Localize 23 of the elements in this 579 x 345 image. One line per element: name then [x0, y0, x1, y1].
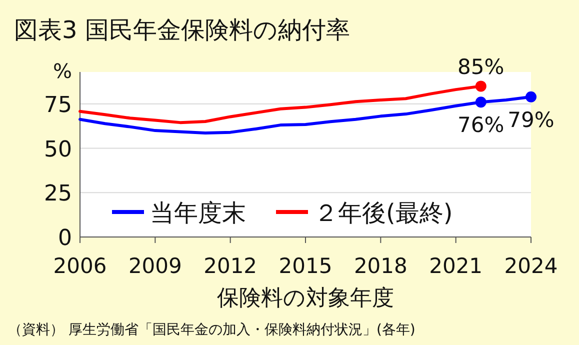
- x-tick-label: 2015: [278, 254, 332, 278]
- x-tick-label: 2006: [53, 254, 107, 278]
- point: [475, 80, 486, 92]
- data-label: 85%: [458, 55, 504, 80]
- point: [475, 96, 486, 108]
- legend-label: 当年度末: [150, 199, 246, 227]
- x-tick-label: 2021: [429, 254, 483, 278]
- point: [526, 91, 536, 102]
- x-axis-title: 保険料の対象年度: [217, 286, 394, 311]
- chart-title: 図表3 国民年金保険料の納付率: [14, 16, 350, 44]
- x-tick-label: 2018: [354, 254, 408, 278]
- y-tick-label: 75: [44, 92, 72, 118]
- data-label: 79%: [508, 108, 554, 132]
- y-tick-label: 50: [44, 137, 72, 162]
- y-tick-label: 0: [58, 226, 72, 251]
- x-tick-label: 2024: [504, 254, 558, 278]
- text: （資料） 厚生労働省「国民年金の加入・保険料納付状況」(各年): [8, 322, 416, 338]
- x-tick-label: 2009: [128, 254, 182, 278]
- data-label: 76%: [458, 113, 504, 138]
- x-tick-label: 2012: [204, 254, 258, 278]
- y-tick-label: 25: [44, 182, 72, 207]
- legend-label: ２年後(最終): [314, 199, 453, 227]
- y-axis-title: %: [52, 59, 72, 83]
